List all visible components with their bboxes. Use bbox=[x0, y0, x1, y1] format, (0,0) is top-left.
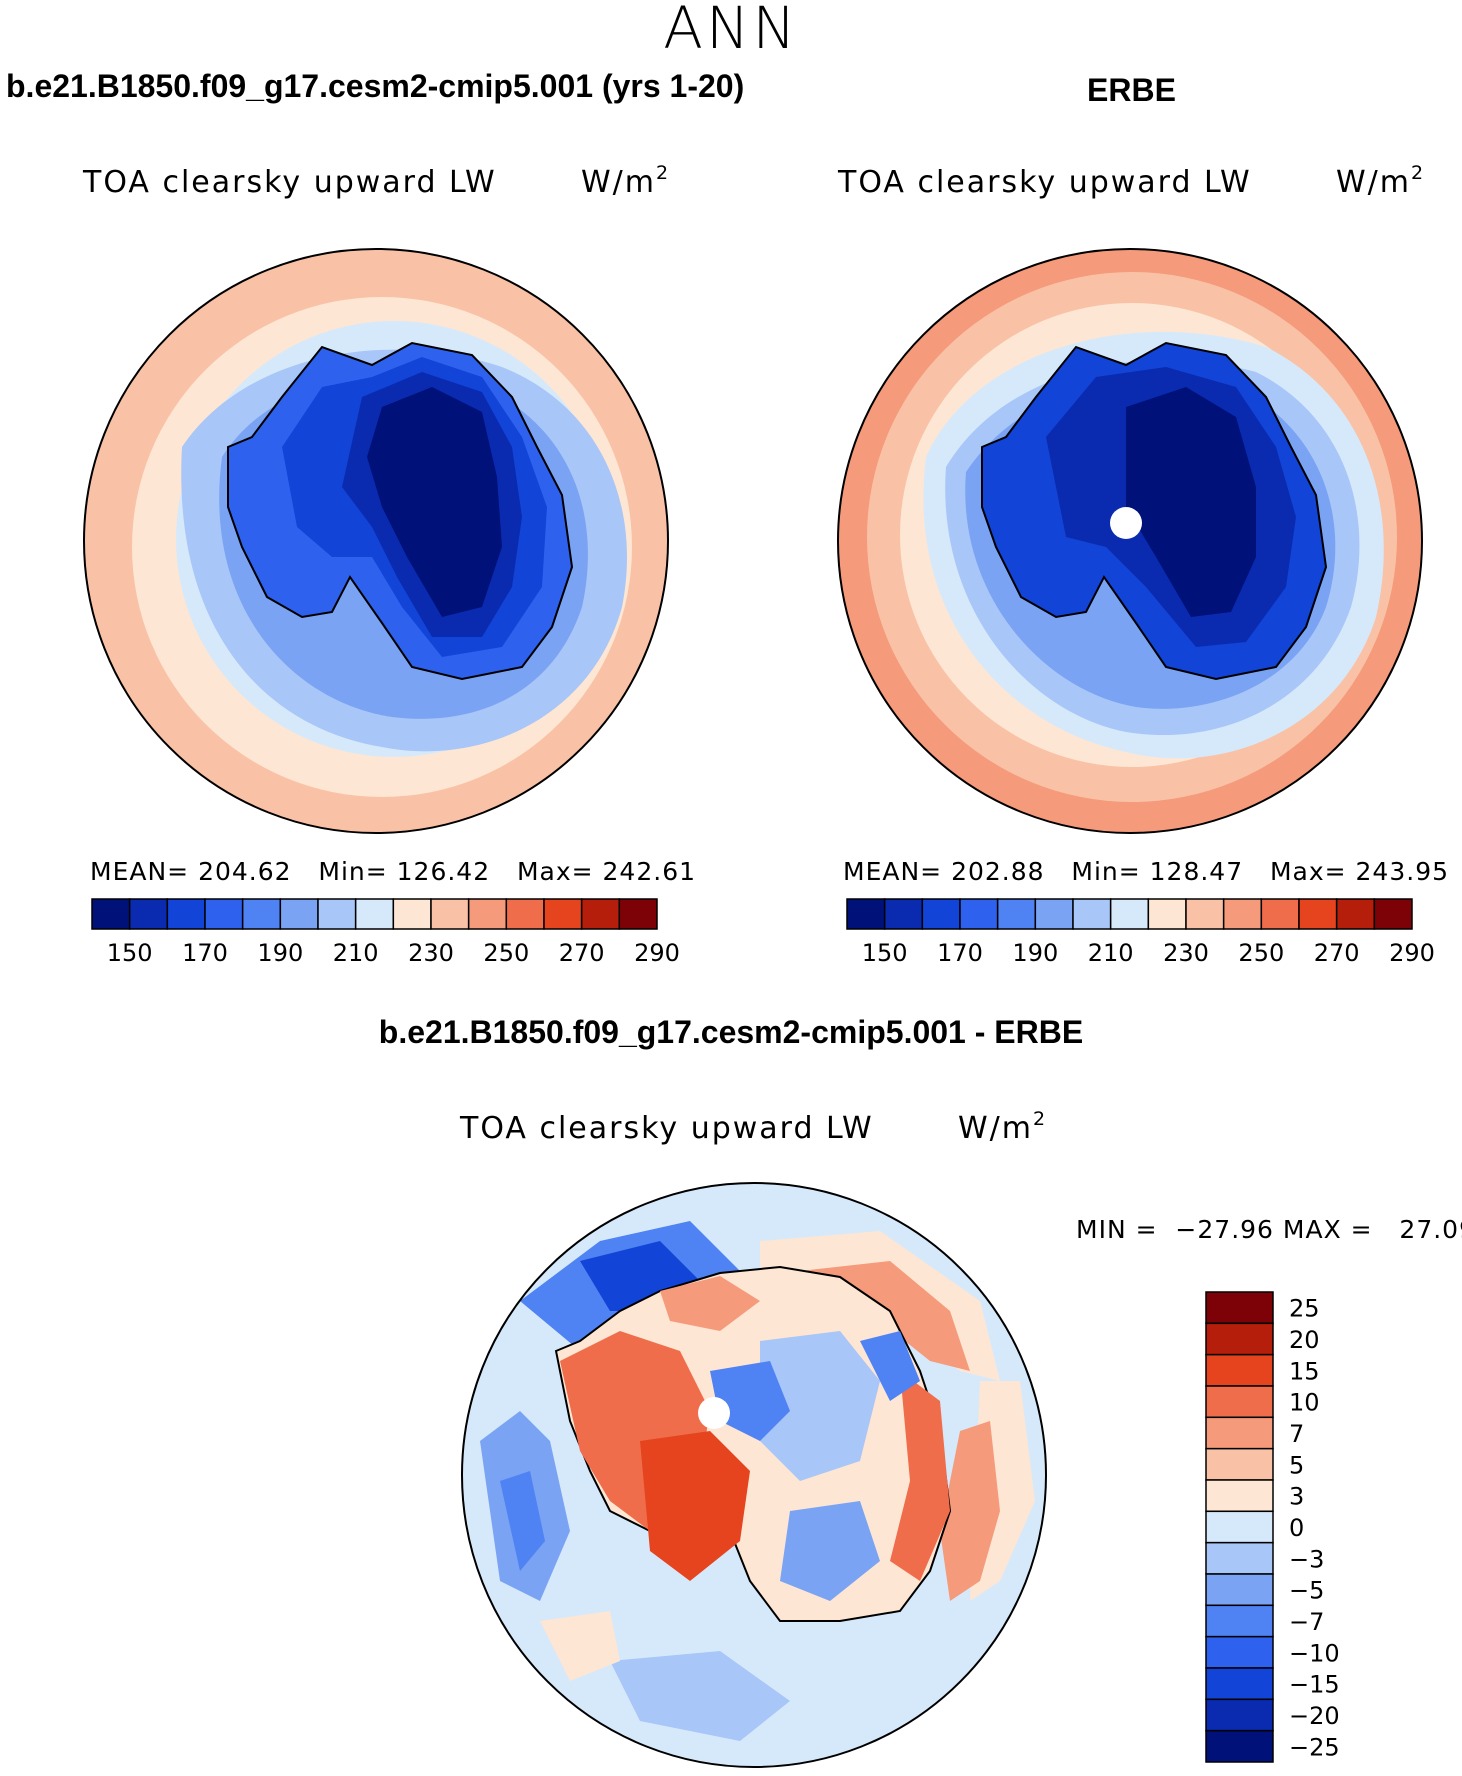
panel2-colorbar-tick: 230 bbox=[1163, 939, 1209, 967]
panel3-stats: MIN = −27.96 MAX = 27.09 bbox=[1076, 1215, 1462, 1244]
panel3-colorbar-box bbox=[1205, 1322, 1274, 1356]
panel1-colorbar-box bbox=[354, 898, 395, 930]
panel1-colorbar-tick: 250 bbox=[483, 939, 529, 967]
panel2-colorbar-tick: 270 bbox=[1314, 939, 1360, 967]
panel2-colorbar-box bbox=[1147, 898, 1187, 930]
panel1-colorbar-box bbox=[430, 898, 470, 930]
panel3-colorbar-box bbox=[1205, 1541, 1274, 1575]
panel3-colorbar-tick: 0 bbox=[1289, 1514, 1304, 1542]
panel2-colorbar-tick: 150 bbox=[862, 939, 908, 967]
panel3-colorbar-tick: −15 bbox=[1289, 1671, 1340, 1699]
panel3-colorbar-tick: −5 bbox=[1289, 1577, 1324, 1605]
season-title: ANN bbox=[663, 0, 799, 62]
panel3-colorbar-box bbox=[1205, 1667, 1274, 1701]
panel2-colorbar-box bbox=[1373, 898, 1413, 930]
panel1-colorbar-tick: 190 bbox=[257, 939, 303, 967]
panel3-colorbar-box bbox=[1205, 1604, 1274, 1638]
panel1-colorbar-box bbox=[505, 898, 545, 930]
panel2-colorbar-box bbox=[959, 898, 999, 930]
panel1-title: b.e21.B1850.f09_g17.cesm2-cmip5.001 (yrs… bbox=[6, 68, 745, 104]
panel3-colorbar-box bbox=[1205, 1385, 1274, 1419]
panel3-colorbar-tick: 5 bbox=[1289, 1451, 1304, 1479]
panel1-stats: MEAN= 204.62 Min= 126.42 Max= 242.61 bbox=[90, 857, 697, 886]
panel2-title: ERBE bbox=[1087, 72, 1176, 108]
panel1-colorbar-tick: 210 bbox=[333, 939, 379, 967]
panel2-colorbar-box bbox=[1185, 898, 1225, 930]
panel2-colorbar-box bbox=[921, 898, 961, 930]
panel3-colorbar-box bbox=[1205, 1729, 1274, 1763]
panel1-colorbar-tick: 150 bbox=[107, 939, 153, 967]
panel3-colorbar-box bbox=[1205, 1510, 1274, 1544]
panel1-colorbar-box bbox=[580, 898, 621, 930]
panel2-colorbar-tick: 210 bbox=[1088, 939, 1134, 967]
panel3-units-label: W/m2 bbox=[958, 1108, 1048, 1146]
panel3-colorbar-tick: 15 bbox=[1289, 1357, 1320, 1385]
panel3-colorbar-tick: 7 bbox=[1289, 1420, 1304, 1448]
panel2-variable-label: TOA clearsky upward LW bbox=[838, 165, 1252, 200]
panel3-colorbar-box bbox=[1205, 1291, 1274, 1325]
panel3-colorbar-box bbox=[1205, 1698, 1274, 1732]
panel1-colorbar-box bbox=[91, 898, 131, 930]
panel3-colorbar-tick: −7 bbox=[1289, 1608, 1324, 1636]
panel1-colorbar-box bbox=[543, 898, 583, 930]
panel1-map bbox=[83, 248, 669, 834]
panel3-colorbar-box bbox=[1205, 1416, 1274, 1450]
panel1-colorbar-box bbox=[279, 898, 319, 930]
panel2-colorbar-box bbox=[846, 898, 886, 930]
panel2-colorbar-tick: 190 bbox=[1012, 939, 1058, 967]
panel1-colorbar-tick: 170 bbox=[182, 939, 228, 967]
panel1-colorbar-tick: 230 bbox=[408, 939, 454, 967]
panel1-colorbar-box bbox=[317, 898, 357, 930]
panel2-colorbar-box bbox=[1260, 898, 1300, 930]
panel1-colorbar-tick: 270 bbox=[559, 939, 605, 967]
panel2-units-label: W/m2 bbox=[1336, 162, 1426, 200]
panel3-colorbar-tick: −3 bbox=[1289, 1545, 1324, 1573]
panel3-colorbar-tick: −25 bbox=[1289, 1733, 1340, 1761]
panel3-colorbar-tick: 20 bbox=[1289, 1326, 1320, 1354]
panel3-colorbar-box bbox=[1205, 1573, 1274, 1607]
panel2-colorbar-box bbox=[996, 898, 1037, 930]
panel3-map bbox=[461, 1182, 1047, 1768]
panel3-colorbar-box bbox=[1205, 1447, 1274, 1481]
panel3-colorbar-box bbox=[1205, 1353, 1274, 1387]
panel2-colorbar-box bbox=[1335, 898, 1376, 930]
panel3-variable-label: TOA clearsky upward LW bbox=[460, 1111, 874, 1146]
panel1-colorbar-box bbox=[241, 898, 282, 930]
panel2-colorbar-box bbox=[883, 898, 924, 930]
panel2-colorbar-box bbox=[1222, 898, 1263, 930]
panel3-colorbar-box bbox=[1205, 1479, 1274, 1513]
panel1-colorbar-box bbox=[128, 898, 169, 930]
panel3-colorbar-tick: 25 bbox=[1289, 1295, 1320, 1323]
panel1-colorbar-box bbox=[392, 898, 432, 930]
panel1-colorbar-box bbox=[618, 898, 658, 930]
panel2-map bbox=[837, 248, 1423, 834]
panel3-colorbar-box bbox=[1205, 1635, 1274, 1669]
panel3-colorbar-tick: −20 bbox=[1289, 1702, 1340, 1730]
panel3-title: b.e21.B1850.f09_g17.cesm2-cmip5.001 - ER… bbox=[378, 1014, 1084, 1050]
panel2-colorbar-box bbox=[1034, 898, 1074, 930]
panel1-colorbar-box bbox=[204, 898, 244, 930]
panel1-colorbar-box bbox=[166, 898, 206, 930]
panel2-colorbar-tick: 250 bbox=[1238, 939, 1284, 967]
panel2-colorbar-box bbox=[1109, 898, 1150, 930]
panel3-colorbar-tick: 3 bbox=[1289, 1483, 1304, 1511]
panel2-colorbar-box bbox=[1298, 898, 1338, 930]
panel3-colorbar-tick: −10 bbox=[1289, 1639, 1340, 1667]
panel1-colorbar-tick: 290 bbox=[634, 939, 680, 967]
panel1-variable-label: TOA clearsky upward LW bbox=[83, 165, 497, 200]
panel2-colorbar-box bbox=[1072, 898, 1112, 930]
panel1-colorbar-box bbox=[467, 898, 508, 930]
panel3-colorbar-tick: 10 bbox=[1289, 1389, 1320, 1417]
panel2-stats: MEAN= 202.88 Min= 128.47 Max= 243.95 bbox=[843, 857, 1450, 886]
panel1-units-label: W/m2 bbox=[581, 162, 671, 200]
panel2-colorbar-tick: 170 bbox=[937, 939, 983, 967]
panel2-colorbar-tick: 290 bbox=[1389, 939, 1435, 967]
